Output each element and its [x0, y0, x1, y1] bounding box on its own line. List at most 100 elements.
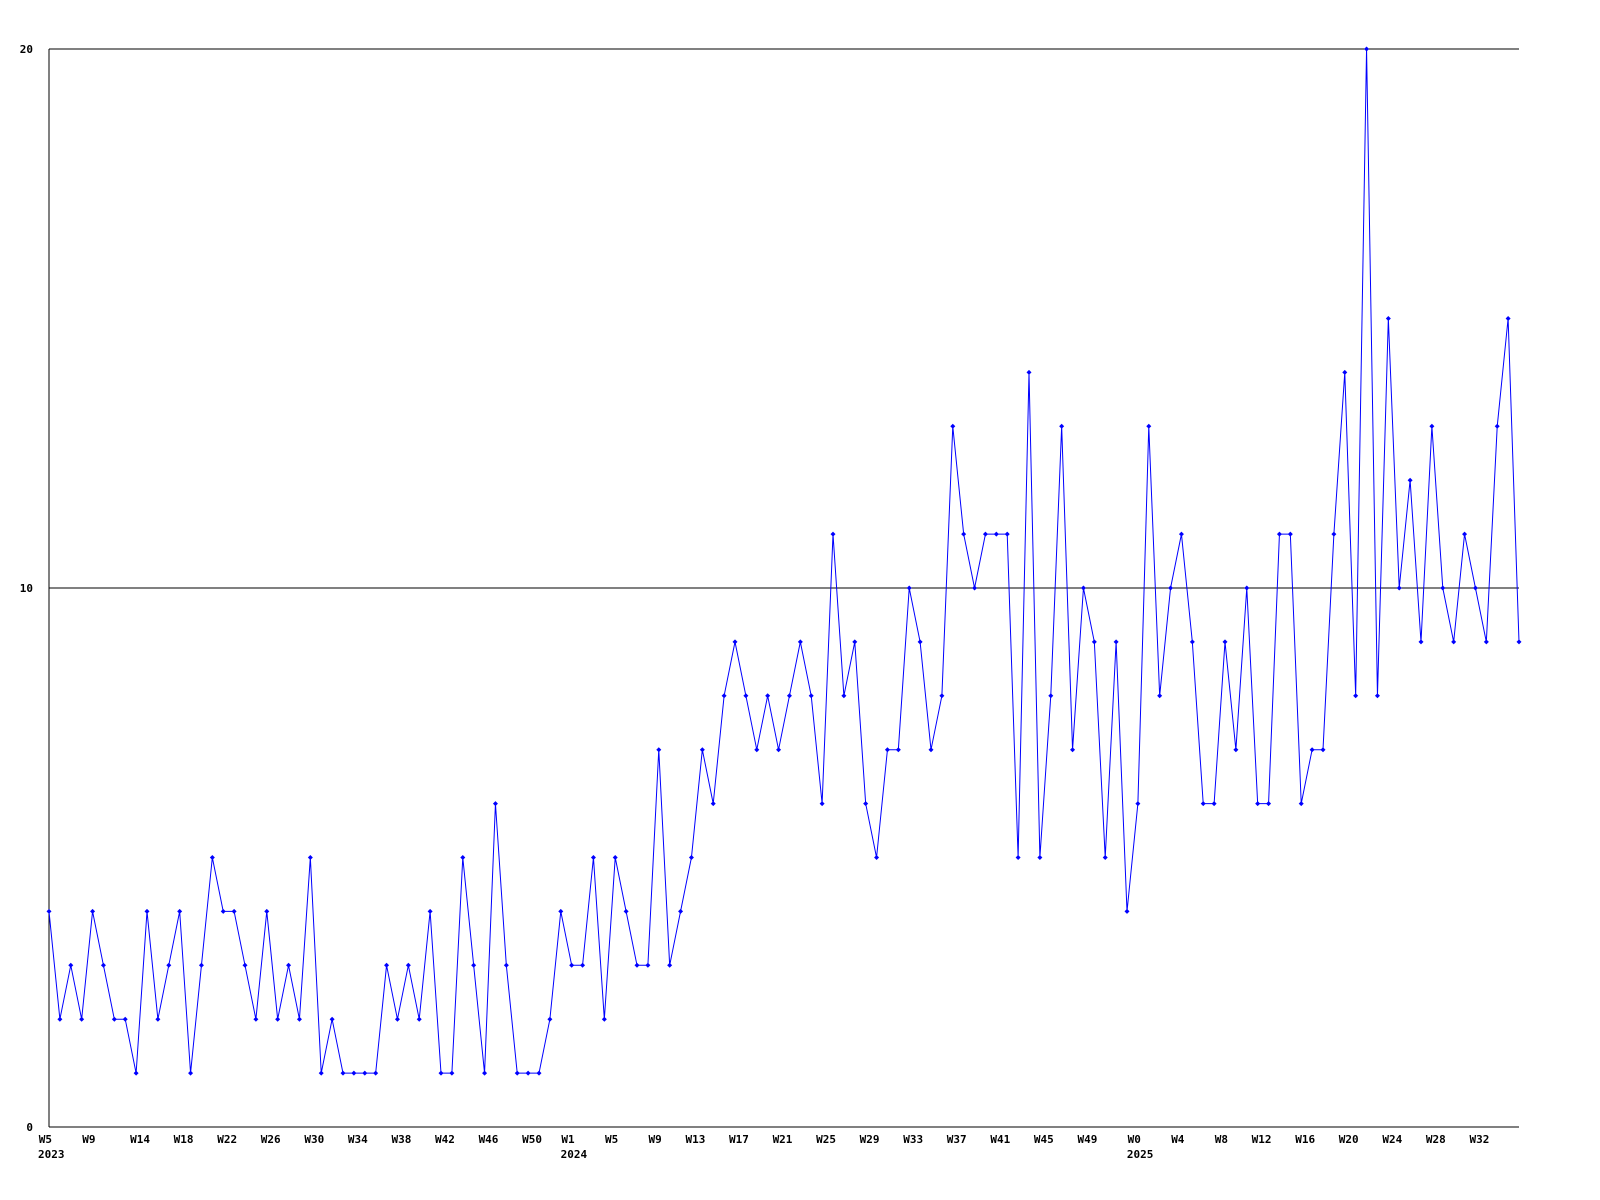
x-tick-label: W18 [174, 1133, 194, 1146]
x-tick-label: W22 [217, 1133, 237, 1146]
data-point [895, 747, 901, 753]
data-point [438, 1070, 444, 1076]
data-point [1374, 693, 1380, 699]
x-tick-label: W50 [522, 1133, 542, 1146]
year-label: 2025 [1127, 1148, 1154, 1161]
data-point [1516, 639, 1522, 645]
data-point [1266, 801, 1272, 807]
data-point [1244, 585, 1250, 591]
data-point [416, 1016, 422, 1022]
data-point [1331, 531, 1337, 537]
data-point [296, 1016, 302, 1022]
data-point [1451, 639, 1457, 645]
data-point [645, 962, 651, 968]
x-tick-label: W5 [39, 1133, 52, 1146]
data-point [1004, 531, 1010, 537]
data-point [1015, 855, 1021, 860]
data-point [275, 1016, 281, 1022]
y-tick-label: 10 [20, 582, 33, 595]
data-point [634, 962, 640, 968]
data-point [667, 962, 673, 968]
y-tick-label: 0 [26, 1121, 33, 1134]
y-tick-label: 20 [20, 43, 33, 56]
data-point [177, 908, 183, 914]
x-tick-label: W37 [947, 1133, 967, 1146]
data-point [198, 962, 204, 968]
data-point [1298, 801, 1304, 807]
data-point [1135, 801, 1141, 807]
data-point [765, 693, 771, 699]
data-point [797, 639, 803, 645]
data-point [1418, 639, 1424, 645]
data-point [721, 693, 727, 699]
data-point [819, 801, 825, 807]
data-point [961, 531, 967, 537]
data-point [776, 747, 782, 753]
data-point [732, 639, 738, 645]
data-point [710, 801, 716, 807]
data-point [482, 1070, 488, 1076]
data-point [90, 908, 96, 914]
data-point [1178, 531, 1184, 537]
x-tick-label: W33 [903, 1133, 923, 1146]
data-point [1364, 46, 1370, 52]
x-tick-label: W9 [649, 1133, 662, 1146]
data-point [623, 908, 629, 914]
data-point [580, 962, 586, 968]
data-point [362, 1070, 368, 1076]
x-tick-label: W21 [773, 1133, 793, 1146]
data-point [46, 908, 52, 914]
data-point [307, 855, 313, 860]
data-point [1276, 531, 1282, 537]
data-point [144, 908, 150, 914]
data-point [1255, 801, 1261, 807]
data-point [1353, 693, 1359, 699]
data-point [590, 855, 596, 860]
data-point [318, 1070, 324, 1076]
data-point [514, 1070, 520, 1076]
data-point [209, 855, 215, 860]
data-point [503, 962, 509, 968]
data-point [1189, 639, 1195, 645]
data-point [242, 962, 248, 968]
data-point [68, 962, 74, 968]
data-point [1462, 531, 1468, 537]
data-point [231, 908, 237, 914]
data-point [1037, 855, 1043, 860]
x-tick-label: W16 [1295, 1133, 1315, 1146]
data-point [1309, 747, 1315, 753]
data-point [786, 693, 792, 699]
x-tick-label: W26 [261, 1133, 281, 1146]
data-point [525, 1070, 531, 1076]
data-point [155, 1016, 161, 1022]
data-point [188, 1070, 194, 1076]
data-point [394, 1016, 400, 1022]
data-point [743, 693, 749, 699]
data-point [405, 962, 411, 968]
data-point [699, 747, 705, 753]
x-tick-label: W29 [860, 1133, 880, 1146]
data-point [460, 855, 466, 860]
x-tick-label: W46 [479, 1133, 499, 1146]
data-point [1494, 423, 1500, 429]
x-tick-label: W41 [990, 1133, 1010, 1146]
data-point [1429, 423, 1435, 429]
data-point [830, 531, 836, 537]
data-point [1342, 369, 1348, 375]
data-point [601, 1016, 607, 1022]
year-label: 2024 [561, 1148, 588, 1161]
x-tick-label: W28 [1426, 1133, 1446, 1146]
data-point [1091, 639, 1097, 645]
data-point [100, 962, 106, 968]
data-point [558, 908, 564, 914]
data-point [384, 962, 390, 968]
data-point [1505, 316, 1511, 321]
data-point [612, 855, 618, 860]
data-point [928, 747, 934, 753]
data-point [1168, 585, 1174, 591]
data-point [808, 693, 814, 699]
data-point [1157, 693, 1163, 699]
data-point [340, 1070, 346, 1076]
data-point [972, 585, 978, 591]
